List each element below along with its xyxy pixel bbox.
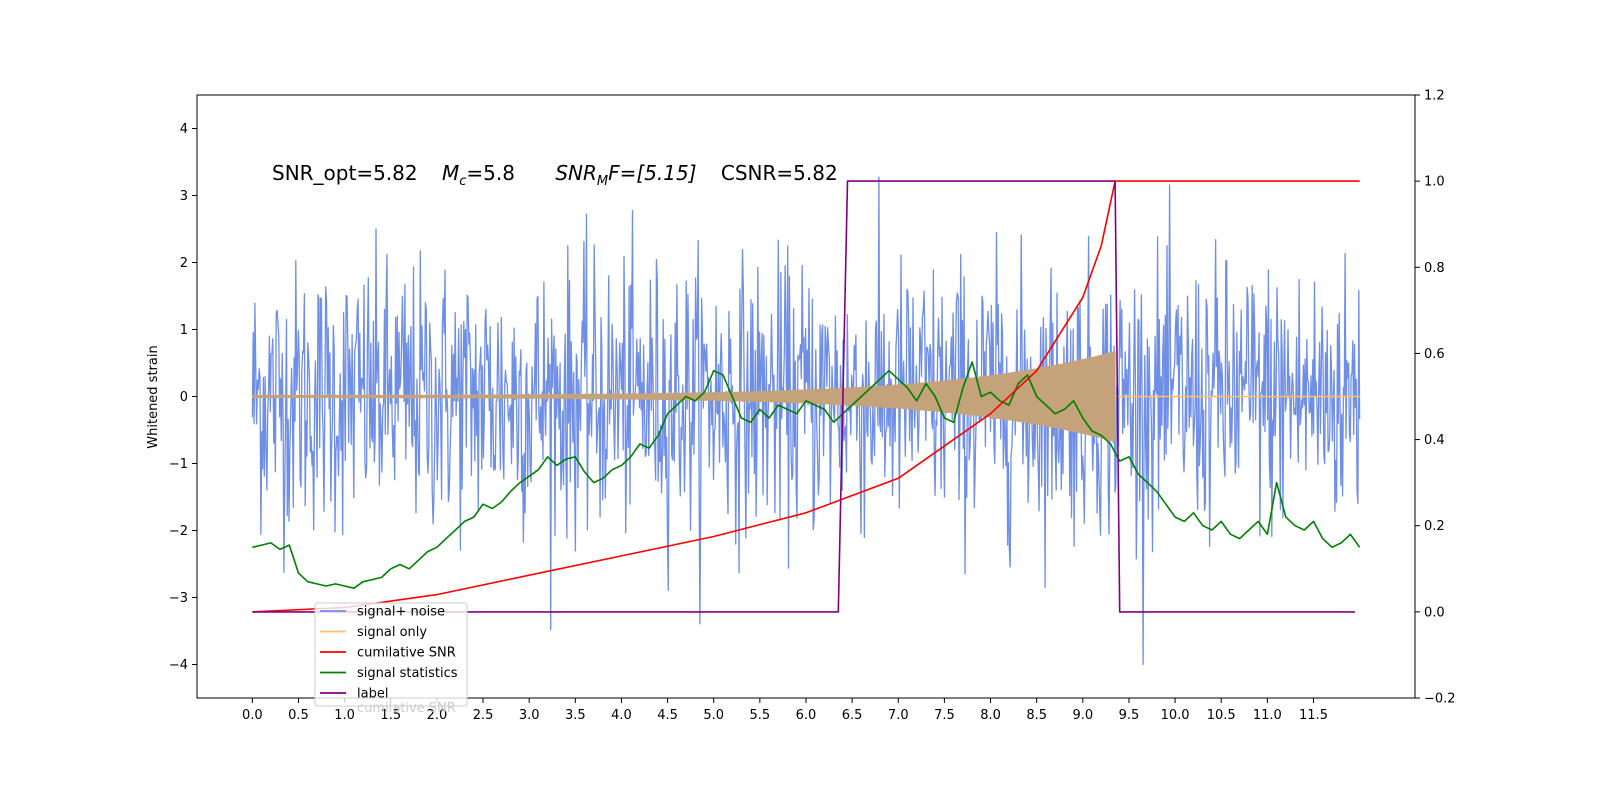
- legend-label: cumilative SNR: [357, 646, 456, 661]
- legend: cumilative SNR signal+ noise signal only c…: [314, 602, 468, 716]
- x-tick-label: 2.0: [427, 708, 448, 723]
- x-tick-label: 5.5: [750, 708, 771, 723]
- annotation-mc-value: =5.8: [466, 161, 515, 185]
- y-tick-label: −2: [169, 524, 188, 539]
- cumulative-snr-line: [252, 180, 1360, 613]
- x-tick-label: 6.5: [842, 708, 863, 723]
- annotation-snr-opt: SNR_opt=5.82: [272, 161, 418, 185]
- x-tick-label: 8.0: [980, 708, 1001, 723]
- y2-tick-label: 1.0: [1424, 175, 1445, 190]
- x-tick-label: 4.0: [611, 708, 632, 723]
- annotation-csnr: CSNR=5.82: [721, 161, 838, 185]
- x-tick-label: 7.5: [934, 708, 955, 723]
- x-tick-label: 4.5: [657, 708, 678, 723]
- x-tick-label: 11.5: [1299, 708, 1328, 723]
- x-tick-label: 10.0: [1161, 708, 1190, 723]
- y-tick-label: −3: [169, 591, 188, 606]
- annotation-snrmf-value: F=[5.15]: [608, 161, 696, 185]
- legend-label: label: [357, 687, 388, 702]
- x-tick-label: 2.5: [473, 708, 494, 723]
- y-tick-label: 1: [180, 323, 188, 338]
- y2-tick-label: 0.8: [1424, 261, 1445, 276]
- x-tick-label: 8.5: [1026, 708, 1047, 723]
- x-tick-label: 11.0: [1253, 708, 1282, 723]
- x-tick-label: 3.5: [565, 708, 586, 723]
- signal-envelope: [251, 350, 1116, 443]
- x-tick-label: 9.0: [1072, 708, 1093, 723]
- annotation-text: SNR_opt=5.82 Mc=5.8 SNRMF=[5.15] CSNR=5.…: [272, 161, 838, 189]
- x-tick-label: 6.0: [796, 708, 817, 723]
- noise-line: [251, 176, 1361, 666]
- y-tick-label: 0: [180, 390, 188, 405]
- signal-noise-series: [251, 176, 1361, 666]
- legend-label: signal+ noise: [357, 605, 445, 620]
- x-tick-label: 0.5: [288, 708, 309, 723]
- x-axis-ticks: 0.0 0.5 1.0 1.5 2.0 2.5 3.0 3.5 4.0 4.5 5.0 5.5 6.0 6…: [242, 698, 1328, 723]
- legend-label: signal only: [357, 625, 427, 640]
- legend-label: signal statistics: [357, 666, 458, 681]
- y-tick-label: −4: [169, 658, 188, 673]
- overlay-series: [252, 180, 1361, 613]
- y-tick-label: 4: [180, 122, 188, 137]
- legend-items: signal+ noise signal only cumilative SNR si…: [320, 605, 458, 702]
- y2-tick-label: 1.2: [1424, 89, 1445, 104]
- signal-only-series: [251, 350, 1360, 443]
- x-tick-label: 10.5: [1207, 708, 1236, 723]
- annotation-mc-symbol: M: [442, 161, 459, 185]
- y-tick-label: 3: [180, 189, 188, 204]
- y-axis-ticks: 4 3 2 1 0 −1 −2 −3 −4: [169, 122, 197, 673]
- y2-tick-label: −0.2: [1424, 692, 1456, 707]
- y-tick-label: −1: [169, 457, 188, 472]
- x-tick-label: 9.5: [1119, 708, 1140, 723]
- signal-statistics-line: [252, 361, 1361, 590]
- x-tick-label: 7.0: [888, 708, 909, 723]
- x-tick-label: 1.0: [334, 708, 355, 723]
- x-tick-label: 3.0: [519, 708, 540, 723]
- legend-overlap-text: cumilative SNR: [357, 701, 456, 716]
- annotation-mc-subscript: c: [459, 174, 466, 189]
- annotation-snrmf-symbol: SNR: [555, 161, 597, 185]
- x-tick-label: 1.5: [380, 708, 401, 723]
- annotation-snrmf-subscript: M: [597, 174, 608, 189]
- y2-tick-label: 0.0: [1424, 605, 1445, 620]
- y2-tick-label: 0.2: [1424, 519, 1445, 534]
- y2-axis-ticks: 1.2 1.0 0.8 0.6 0.4 0.2 0.0 −0.2: [1415, 89, 1456, 707]
- x-tick-label: 0.0: [242, 708, 263, 723]
- y-axis-label: Whitened strain: [146, 345, 161, 448]
- y2-tick-label: 0.4: [1424, 433, 1445, 448]
- y2-tick-label: 0.6: [1424, 347, 1445, 362]
- y-tick-label: 2: [180, 256, 188, 271]
- legend-box: [314, 602, 468, 707]
- x-tick-label: 5.0: [703, 708, 724, 723]
- label-line: [252, 180, 1355, 613]
